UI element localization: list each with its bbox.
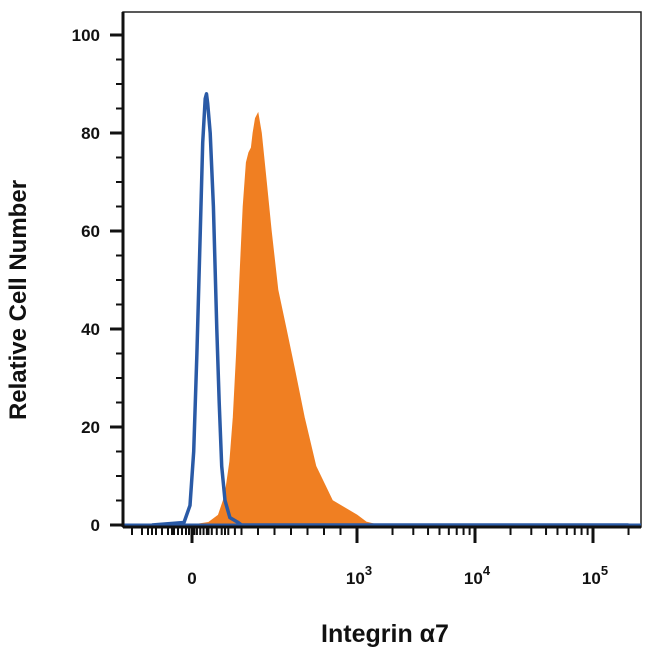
y-tick-label: 40 <box>81 320 100 339</box>
x-axis-title: Integrin α7 <box>321 620 449 648</box>
y-tick-label: 60 <box>81 222 100 241</box>
x-tick-label: 0 <box>187 569 196 588</box>
x-tick-label: 104 <box>464 563 491 588</box>
y-tick-label: 0 <box>91 516 100 535</box>
y-tick-label: 80 <box>81 124 100 143</box>
histogram-outline-series <box>151 92 629 527</box>
x-tick-label: 105 <box>582 563 608 588</box>
histogram-filled-series <box>152 111 629 526</box>
y-tick-label: 20 <box>81 418 100 437</box>
y-axis-title: Relative Cell Number <box>5 180 32 420</box>
y-tick-label: 100 <box>72 26 100 45</box>
x-tick-label: 103 <box>346 563 372 588</box>
